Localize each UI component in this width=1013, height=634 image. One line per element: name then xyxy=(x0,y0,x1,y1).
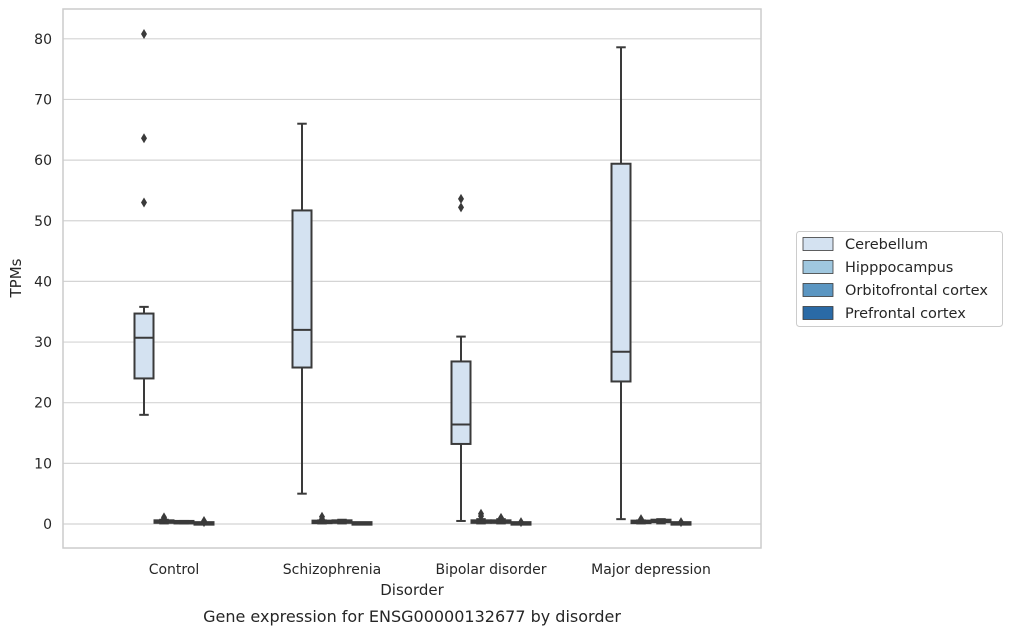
legend-label: Cerebellum xyxy=(845,237,928,253)
y-tick-label: 20 xyxy=(34,396,52,412)
legend-label: Prefrontal cortex xyxy=(845,306,966,322)
x-axis-label: Disorder xyxy=(380,581,444,599)
grid-lines xyxy=(63,38,761,525)
box-body xyxy=(450,360,472,445)
outlier-point xyxy=(458,193,464,204)
y-tick-label: 60 xyxy=(34,153,52,169)
plot-area-frame xyxy=(62,8,762,549)
box-hipppocampus xyxy=(630,514,652,525)
box-prefrontal-cortex xyxy=(510,517,532,528)
y-tick-label: 70 xyxy=(34,92,52,108)
box-hipppocampus xyxy=(470,508,492,525)
outlier-point xyxy=(201,515,207,526)
outlier-point xyxy=(498,512,504,523)
y-tick-label: 10 xyxy=(34,456,52,472)
box-orbitofrontal-cortex xyxy=(173,519,195,525)
outlier-point xyxy=(638,514,644,525)
legend-swatch xyxy=(802,260,834,274)
legend-swatch xyxy=(802,306,834,320)
outlier-point xyxy=(161,512,167,523)
box-prefrontal-cortex xyxy=(670,517,692,528)
x-tick-label: Schizophrenia xyxy=(283,562,381,578)
legend-swatch xyxy=(802,237,834,251)
y-tick-label: 0 xyxy=(43,517,52,533)
legend-frame xyxy=(796,231,1003,327)
box-cerebellum xyxy=(450,193,472,522)
box-body xyxy=(610,162,632,383)
outlier-point xyxy=(141,28,147,39)
box-cerebellum xyxy=(291,122,313,495)
outlier-point xyxy=(141,133,147,144)
outlier-point xyxy=(678,517,684,528)
outlier-point xyxy=(478,508,484,519)
box-cerebellum xyxy=(610,46,632,521)
outlier-point xyxy=(458,202,464,213)
chart-caption: Gene expression for ENSG00000132677 by d… xyxy=(203,607,621,626)
y-tick-label: 40 xyxy=(34,274,52,290)
box-cerebellum xyxy=(133,28,155,416)
box-orbitofrontal-cortex xyxy=(490,512,512,525)
box-body xyxy=(133,312,155,380)
box-orbitofrontal-cortex xyxy=(331,518,353,525)
box-prefrontal-cortex xyxy=(351,521,373,526)
x-tick-label: Major depression xyxy=(591,562,711,578)
y-axis-label: TPMs xyxy=(7,258,25,298)
y-tick-label: 80 xyxy=(34,32,52,48)
box-body xyxy=(291,209,313,369)
box-orbitofrontal-cortex xyxy=(650,518,672,525)
outlier-point xyxy=(319,511,325,522)
legend-label: Hipppocampus xyxy=(845,260,953,276)
outlier-point xyxy=(141,197,147,208)
legend-label: Orbitofrontal cortex xyxy=(845,283,988,299)
box-hipppocampus xyxy=(153,512,175,525)
x-tick-label: Bipolar disorder xyxy=(435,562,546,578)
y-tick-label: 30 xyxy=(34,335,52,351)
box-series xyxy=(133,28,692,528)
x-tick-labels: Control Schizophrenia Bipolar disorder Majo… xyxy=(149,562,711,578)
y-tick-label: 50 xyxy=(34,214,52,230)
legend-swatch xyxy=(802,283,834,297)
box-hipppocampus xyxy=(311,511,333,525)
box-prefrontal-cortex xyxy=(193,515,215,528)
legend: Cerebellum Hipppocampus Orbitofrontal cort… xyxy=(796,231,1003,327)
x-tick-label: Control xyxy=(149,562,200,578)
outlier-point xyxy=(518,517,524,528)
y-tick-labels: 0 10 20 30 40 50 60 70 80 xyxy=(34,32,52,533)
